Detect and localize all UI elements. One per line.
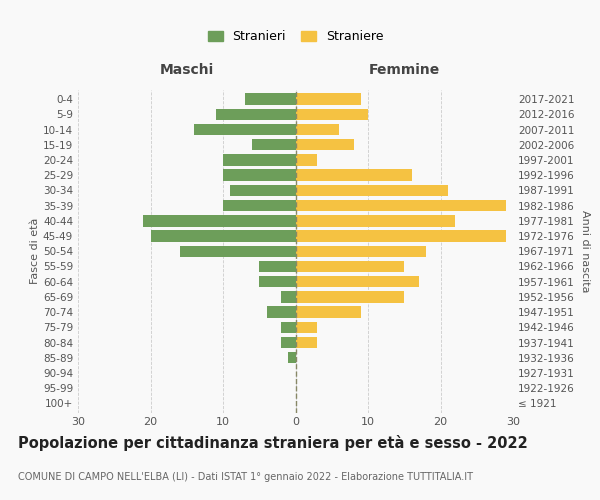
Bar xyxy=(296,246,426,257)
Bar xyxy=(296,230,506,241)
Bar xyxy=(216,108,296,120)
Y-axis label: Fasce di età: Fasce di età xyxy=(30,218,40,284)
Bar xyxy=(296,200,506,211)
Bar xyxy=(296,108,368,120)
Bar xyxy=(296,154,317,166)
Bar xyxy=(223,154,296,166)
Bar xyxy=(296,306,361,318)
Bar xyxy=(281,291,296,302)
Bar xyxy=(223,200,296,211)
Bar xyxy=(259,276,296,287)
Bar xyxy=(281,337,296,348)
Text: COMUNE DI CAMPO NELL'ELBA (LI) - Dati ISTAT 1° gennaio 2022 - Elaborazione TUTTI: COMUNE DI CAMPO NELL'ELBA (LI) - Dati IS… xyxy=(18,472,473,482)
Bar xyxy=(143,215,296,226)
Text: Maschi: Maschi xyxy=(160,63,214,77)
Bar xyxy=(296,261,404,272)
Y-axis label: Anni di nascita: Anni di nascita xyxy=(580,210,590,292)
Bar xyxy=(252,139,296,150)
Bar xyxy=(296,215,455,226)
Bar xyxy=(296,291,404,302)
Bar xyxy=(296,94,361,105)
Bar xyxy=(296,139,353,150)
Bar xyxy=(296,170,412,181)
Legend: Stranieri, Straniere: Stranieri, Straniere xyxy=(203,26,389,48)
Bar xyxy=(151,230,296,241)
Bar xyxy=(288,352,296,364)
Bar xyxy=(296,276,419,287)
Bar xyxy=(296,337,317,348)
Bar xyxy=(281,322,296,333)
Bar xyxy=(259,261,296,272)
Text: Popolazione per cittadinanza straniera per età e sesso - 2022: Popolazione per cittadinanza straniera p… xyxy=(18,435,528,451)
Bar xyxy=(194,124,296,136)
Bar xyxy=(245,94,296,105)
Bar xyxy=(266,306,296,318)
Bar xyxy=(296,184,448,196)
Bar xyxy=(230,184,296,196)
Bar xyxy=(223,170,296,181)
Text: Femmine: Femmine xyxy=(368,63,440,77)
Bar xyxy=(296,322,317,333)
Bar xyxy=(179,246,296,257)
Bar xyxy=(296,124,339,136)
